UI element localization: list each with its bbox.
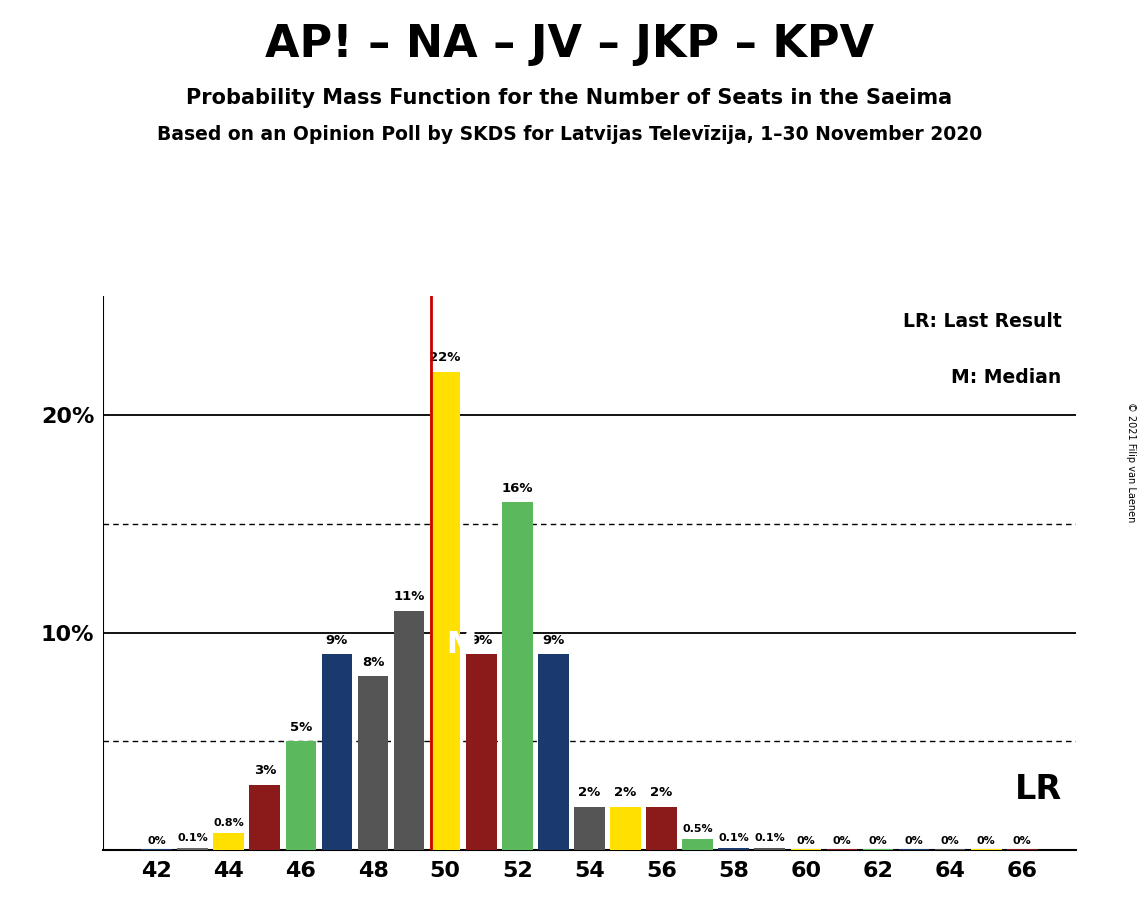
- Bar: [213, 833, 244, 850]
- Bar: [611, 807, 641, 850]
- Text: 0.1%: 0.1%: [719, 833, 749, 843]
- Text: Probability Mass Function for the Number of Seats in the Saeima: Probability Mass Function for the Number…: [187, 88, 952, 108]
- Text: 0.8%: 0.8%: [213, 818, 244, 828]
- Bar: [178, 848, 208, 850]
- Text: 0%: 0%: [977, 836, 995, 846]
- Text: 3%: 3%: [254, 764, 276, 777]
- Text: 0%: 0%: [796, 836, 816, 846]
- Text: AP! – NA – JV – JKP – KPV: AP! – NA – JV – JKP – KPV: [265, 23, 874, 67]
- Bar: [394, 611, 425, 850]
- Bar: [538, 654, 568, 850]
- Text: 0.1%: 0.1%: [754, 833, 785, 843]
- Text: 0%: 0%: [869, 836, 887, 846]
- Text: 16%: 16%: [501, 481, 533, 494]
- Text: 8%: 8%: [362, 655, 384, 669]
- Bar: [286, 741, 317, 850]
- Text: 9%: 9%: [326, 634, 349, 647]
- Text: 22%: 22%: [429, 351, 461, 364]
- Text: 2%: 2%: [650, 786, 673, 799]
- Text: 0%: 0%: [904, 836, 924, 846]
- Bar: [719, 848, 749, 850]
- Text: 5%: 5%: [289, 721, 312, 734]
- Text: 9%: 9%: [470, 634, 492, 647]
- Text: 0.5%: 0.5%: [682, 824, 713, 834]
- Bar: [321, 654, 352, 850]
- Text: 0%: 0%: [1013, 836, 1032, 846]
- Text: 11%: 11%: [393, 590, 425, 603]
- Text: M: M: [446, 630, 476, 659]
- Text: M: Median: M: Median: [951, 368, 1062, 387]
- Text: 0%: 0%: [941, 836, 959, 846]
- Bar: [429, 371, 460, 850]
- Bar: [754, 848, 785, 850]
- Bar: [682, 839, 713, 850]
- Bar: [646, 807, 677, 850]
- Bar: [466, 654, 497, 850]
- Text: 9%: 9%: [542, 634, 565, 647]
- Text: LR: Last Result: LR: Last Result: [903, 312, 1062, 332]
- Bar: [574, 807, 605, 850]
- Bar: [358, 676, 388, 850]
- Text: © 2021 Filip van Laenen: © 2021 Filip van Laenen: [1125, 402, 1136, 522]
- Bar: [502, 503, 533, 850]
- Bar: [249, 784, 280, 850]
- Text: 2%: 2%: [614, 786, 637, 799]
- Text: 0.1%: 0.1%: [178, 833, 208, 843]
- Text: 0%: 0%: [833, 836, 851, 846]
- Text: 2%: 2%: [579, 786, 600, 799]
- Text: 0%: 0%: [147, 836, 166, 846]
- Text: LR: LR: [1015, 772, 1062, 806]
- Text: Based on an Opinion Poll by SKDS for Latvijas Televīzija, 1–30 November 2020: Based on an Opinion Poll by SKDS for Lat…: [157, 125, 982, 144]
